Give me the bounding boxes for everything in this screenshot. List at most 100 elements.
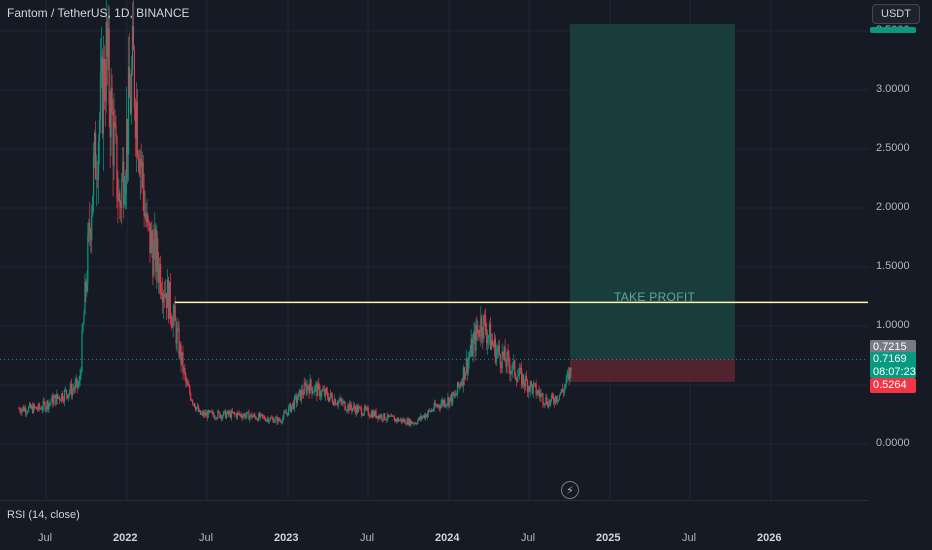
candle: [68, 389, 70, 398]
candle: [52, 392, 54, 409]
candle-body: [191, 399, 193, 401]
time-axis[interactable]: Jul 2022 Jul 2023 Jul 2024 Jul 2025 Jul 2026: [0, 528, 868, 550]
candle: [372, 409, 374, 419]
candle: [167, 276, 169, 324]
candle: [107, 4, 109, 70]
candle-body: [237, 412, 239, 414]
candle: [499, 353, 501, 374]
candle-body: [123, 161, 125, 205]
candle-body: [210, 410, 212, 412]
candle-body: [467, 359, 469, 373]
candle: [246, 411, 248, 419]
candle: [202, 409, 204, 418]
candle-body: [225, 410, 227, 419]
candle: [183, 366, 185, 375]
chart-area[interactable]: [0, 0, 868, 500]
candle-body: [311, 387, 313, 394]
candle: [55, 394, 57, 407]
lightning-icon[interactable]: ⚡: [561, 481, 579, 499]
candle: [455, 391, 458, 396]
candle-body: [505, 362, 507, 367]
candle: [425, 413, 428, 418]
candle: [161, 277, 164, 314]
candle-body: [225, 413, 228, 419]
candle-body: [194, 407, 197, 410]
candle-body: [554, 396, 557, 404]
candle-body: [21, 409, 23, 413]
candle: [544, 403, 546, 409]
candle-body: [447, 397, 449, 404]
price-axis[interactable]: 3.50003.00002.50002.00001.50001.00000.00…: [868, 0, 932, 528]
candle-body: [190, 393, 192, 400]
candle-body: [197, 406, 200, 412]
candle: [80, 367, 82, 380]
candle-body: [125, 179, 127, 196]
candle-body: [133, 50, 136, 108]
candle-body: [408, 419, 410, 425]
candle-body: [158, 267, 160, 283]
candle-body: [371, 412, 373, 418]
candle: [340, 397, 342, 406]
candle-body: [163, 293, 166, 298]
candle: [41, 405, 43, 414]
candle-body: [483, 315, 485, 339]
candle-body: [106, 22, 108, 57]
candle-body: [202, 412, 204, 416]
candle-body: [251, 413, 253, 418]
candle-body: [246, 411, 248, 416]
candle: [468, 350, 470, 369]
candle-body: [563, 387, 565, 393]
candle-body: [551, 394, 553, 400]
candle-body: [157, 238, 159, 268]
candle: [218, 409, 220, 414]
candle-body: [523, 383, 526, 387]
candle: [440, 399, 442, 409]
candle: [271, 415, 273, 420]
candle-body: [537, 390, 539, 394]
candle-body: [514, 360, 516, 376]
candle-body: [448, 397, 450, 406]
candle-body: [524, 376, 527, 387]
candle: [418, 417, 420, 422]
candle-body: [472, 339, 474, 357]
candle: [157, 230, 159, 283]
candle: [398, 419, 400, 422]
candle-body: [359, 406, 362, 408]
currency-button[interactable]: USDT: [872, 4, 920, 24]
candle: [486, 322, 488, 351]
candle: [26, 410, 28, 417]
candle-body: [300, 389, 302, 401]
candle: [351, 404, 353, 415]
candle: [457, 381, 460, 388]
candle: [368, 412, 370, 419]
candle-body: [121, 179, 123, 209]
candle-body: [291, 405, 293, 412]
candle: [387, 412, 389, 423]
candle-body: [70, 383, 72, 396]
price-chart[interactable]: [0, 0, 868, 500]
candle-body: [294, 395, 297, 397]
candle-body: [341, 401, 343, 404]
candle-body: [137, 155, 139, 161]
candle-body: [340, 398, 342, 402]
candle: [401, 417, 403, 424]
candle: [336, 400, 338, 408]
candle-body: [427, 409, 430, 414]
rsi-pane[interactable]: RSI (14, close): [0, 500, 868, 528]
candle: [165, 293, 168, 321]
candle-body: [120, 206, 122, 209]
candle: [559, 391, 562, 396]
candle-body: [362, 413, 365, 416]
candle: [311, 386, 313, 399]
candle-body: [423, 415, 426, 419]
candle: [57, 393, 59, 400]
candle: [483, 314, 485, 343]
candle: [79, 368, 81, 387]
candle: [221, 414, 223, 422]
candle-body: [488, 323, 491, 336]
candle-body: [113, 122, 115, 166]
candle: [29, 402, 32, 409]
candle-body: [478, 329, 480, 336]
candle-body: [42, 400, 44, 410]
candle-body: [496, 349, 498, 352]
